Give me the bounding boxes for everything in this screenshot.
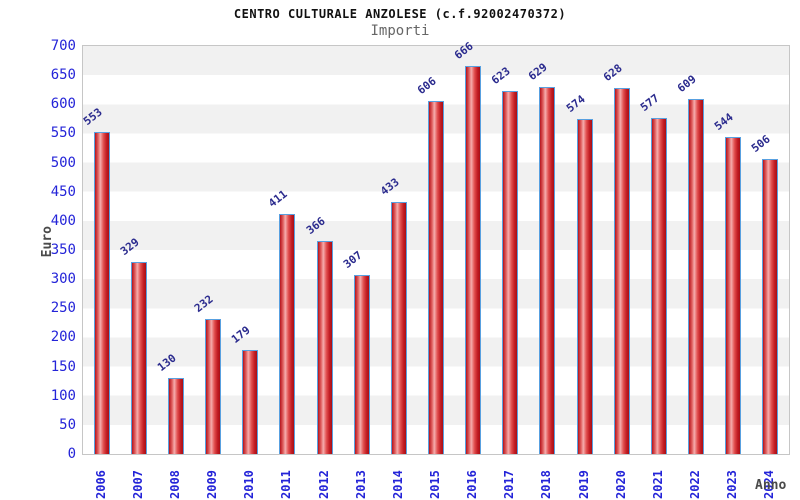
bar-value-label: 577 (637, 91, 662, 114)
y-tick-label: 350 (50, 242, 76, 258)
x-tick-label: 2009 (205, 470, 220, 499)
y-tick-label: 50 (59, 416, 76, 433)
x-axis-title: Anno (755, 478, 787, 493)
bar (279, 214, 296, 454)
x-tick-label: 2018 (539, 470, 554, 499)
bar-value-label: 232 (192, 292, 216, 315)
x-tick-label: 2017 (502, 470, 517, 499)
x-tick-label: 2022 (688, 470, 703, 499)
bar (539, 87, 556, 454)
x-tick-label: 2023 (725, 470, 740, 499)
x-tick-label: 2020 (613, 470, 628, 499)
bar (130, 262, 147, 454)
y-tick-label: 150 (50, 358, 76, 375)
bar-value-label: 329 (117, 235, 142, 259)
bar-value-label: 307 (340, 248, 365, 272)
bar (242, 349, 259, 454)
bar-value-label: 544 (712, 110, 736, 133)
x-tick-label: 2014 (390, 470, 405, 499)
x-tick-label: 2021 (650, 470, 665, 499)
bar (353, 275, 370, 454)
bar (762, 159, 779, 454)
bar (390, 201, 407, 454)
bar (316, 240, 333, 454)
bar (613, 87, 630, 454)
bar-value-label: 623 (489, 64, 513, 87)
y-tick-label: 650 (50, 67, 76, 84)
y-tick-label: 100 (50, 387, 76, 404)
x-tick-label: 2008 (167, 470, 182, 499)
bar (465, 65, 482, 454)
bar (576, 119, 593, 454)
bar (725, 136, 742, 454)
bar-value-label: 629 (526, 60, 551, 84)
y-axis-title: Euro (40, 226, 55, 258)
bar-value-label: 606 (414, 74, 439, 97)
bar-value-label: 666 (452, 39, 476, 62)
y-tick-label: 450 (50, 183, 76, 200)
x-tick-label: 2019 (576, 470, 591, 499)
y-tick-label: 500 (50, 154, 76, 171)
bar (167, 378, 184, 454)
x-tick-label: 2007 (130, 470, 145, 499)
y-tick-label: 0 (67, 446, 76, 462)
y-tick-label: 400 (50, 212, 76, 229)
bar-value-label: 609 (675, 72, 699, 96)
bar-value-label: 628 (600, 61, 625, 84)
y-tick-label: 200 (50, 329, 76, 346)
bar-value-label: 179 (229, 323, 253, 346)
bar-value-label: 411 (266, 187, 291, 211)
bar-value-label: 130 (154, 351, 179, 375)
chart-title: CENTRO CULTURALE ANZOLESE (c.f.920024703… (233, 7, 567, 21)
bar (688, 99, 705, 454)
bar (502, 90, 519, 454)
x-tick-label: 2011 (279, 470, 294, 499)
bar-value-label: 574 (563, 92, 588, 116)
x-tick-label: 2010 (242, 470, 257, 499)
bar-value-label: 366 (303, 214, 328, 237)
y-tick-label: 700 (50, 38, 76, 54)
y-tick-label: 300 (50, 271, 76, 288)
plot-area: 553 329 130 232 179 411 366 307 433 606 666 623 629 5… (80, 39, 790, 455)
bar-value-label: 553 (80, 105, 105, 128)
x-tick-label: 2006 (93, 470, 108, 499)
bar (93, 131, 110, 454)
x-tick-label: 2016 (465, 470, 480, 499)
chart-subtitle: Importi (370, 23, 430, 39)
bar (650, 117, 667, 454)
y-tick-label: 250 (50, 300, 76, 317)
bar (428, 100, 444, 454)
y-tick-label: 600 (50, 96, 76, 113)
bar-value-label: 506 (749, 132, 774, 156)
y-tick-label: 550 (50, 125, 76, 142)
bar (205, 318, 222, 454)
x-tick-label: 2013 (353, 470, 368, 499)
x-tick-label: 2012 (316, 470, 331, 499)
x-tick-label: 2015 (428, 470, 442, 499)
bar-value-label: 433 (377, 175, 402, 198)
